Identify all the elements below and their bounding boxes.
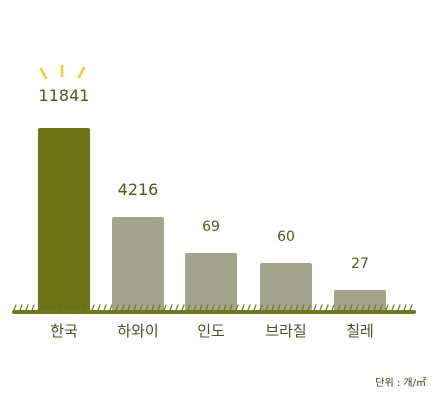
grass-tuft (319, 304, 323, 311)
grass-tuft (133, 304, 137, 311)
grass-tuft (193, 304, 197, 311)
sparkle-stroke-2 (77, 66, 86, 79)
grass-tuft (313, 304, 317, 311)
grass-tuft (97, 304, 101, 311)
grass-tuft (205, 304, 209, 311)
grass-tuft (73, 304, 77, 311)
bar-2 (185, 253, 237, 311)
grass-tuft (289, 304, 293, 311)
category-label-4: 칠레 (346, 322, 374, 340)
grass-tuft (247, 304, 251, 311)
value-labels-group: 11841 4216 69 60 27 (39, 86, 369, 272)
grass-tuft (253, 304, 257, 311)
grass-tuft (229, 304, 233, 311)
bar-3 (260, 263, 312, 311)
baseline-bar (12, 310, 416, 314)
sparkle-stroke-0 (39, 67, 48, 80)
grass-tuft (283, 304, 287, 311)
grass-tuft (235, 304, 239, 311)
grass-tuft (331, 304, 335, 311)
value-label-2: 69 (202, 219, 220, 235)
grass-tuft (403, 304, 407, 311)
grass-tuft (163, 304, 167, 311)
grass-tuft (199, 304, 203, 311)
grass-tuft (145, 304, 149, 311)
grass-tuft (67, 304, 71, 311)
grass-tuft (127, 304, 131, 311)
grass-tuft (157, 304, 161, 311)
value-label-3: 60 (277, 229, 295, 245)
grass-tuft (79, 304, 83, 311)
grass-tuft (343, 304, 347, 311)
grass-tuft (109, 304, 113, 311)
grass-tuft (43, 304, 47, 311)
bar-1 (112, 217, 164, 311)
grass-tuft (19, 304, 23, 311)
grass-tuft (103, 304, 107, 311)
grass-tuft (13, 304, 17, 311)
category-label-1: 하와이 (117, 322, 158, 340)
grass-tuft (379, 304, 383, 311)
grass-tuft (349, 304, 353, 311)
grass-tuft (361, 304, 365, 311)
grass-tuft (217, 304, 221, 311)
grass-tuft (151, 304, 155, 311)
grass-tuft (355, 304, 359, 311)
unit-label: 단위 : 개/㎡ (375, 376, 426, 389)
grass-tuft (259, 304, 263, 311)
category-label-0: 한국 (50, 322, 78, 340)
bar-4 (334, 290, 386, 311)
grass-tuft (49, 304, 53, 311)
grass-tuft (337, 304, 341, 311)
grass-tuft (277, 304, 281, 311)
category-label-3: 브라질 (265, 322, 306, 340)
grass-tuft (187, 304, 191, 311)
grass-tuft (31, 304, 35, 311)
highlight-sparkle-icon (39, 64, 86, 80)
grass-tuft (295, 304, 299, 311)
grass-tuft (121, 304, 125, 311)
chart-baseline (12, 304, 416, 314)
grass-tuft (61, 304, 65, 311)
grass-tuft (397, 304, 401, 311)
grass-tuft (55, 304, 59, 311)
grass-tuft (265, 304, 269, 311)
grass-tuft (139, 304, 143, 311)
grass-tuft (115, 304, 119, 311)
category-labels-group: 한국 하와이 인도 브라질 칠레 (50, 322, 374, 340)
grass-tuft (85, 304, 89, 311)
grass-tuft (241, 304, 245, 311)
grass-tuft (223, 304, 227, 311)
grass-tuft (325, 304, 329, 311)
grass-tuft (181, 304, 185, 311)
category-label-2: 인도 (197, 322, 225, 340)
grass-tuft (301, 304, 305, 311)
grass-tuft (409, 304, 413, 311)
grass-tuft (25, 304, 29, 311)
grass-tuft (175, 304, 179, 311)
bars-group (38, 128, 386, 311)
value-label-4: 27 (351, 256, 369, 272)
grass-tuft (211, 304, 215, 311)
grass-tuft (271, 304, 275, 311)
grass-tuft (373, 304, 377, 311)
grass-tuft (385, 304, 389, 311)
bar-0 (38, 128, 90, 311)
grass-tuft (391, 304, 395, 311)
grass-tuft (169, 304, 173, 311)
value-label-1: 4216 (118, 180, 159, 199)
value-label-0: 11841 (39, 86, 90, 105)
grass-tuft (307, 304, 311, 311)
grass-tuft (37, 304, 41, 311)
grass-tuft (367, 304, 371, 311)
grass-tuft (91, 304, 95, 311)
